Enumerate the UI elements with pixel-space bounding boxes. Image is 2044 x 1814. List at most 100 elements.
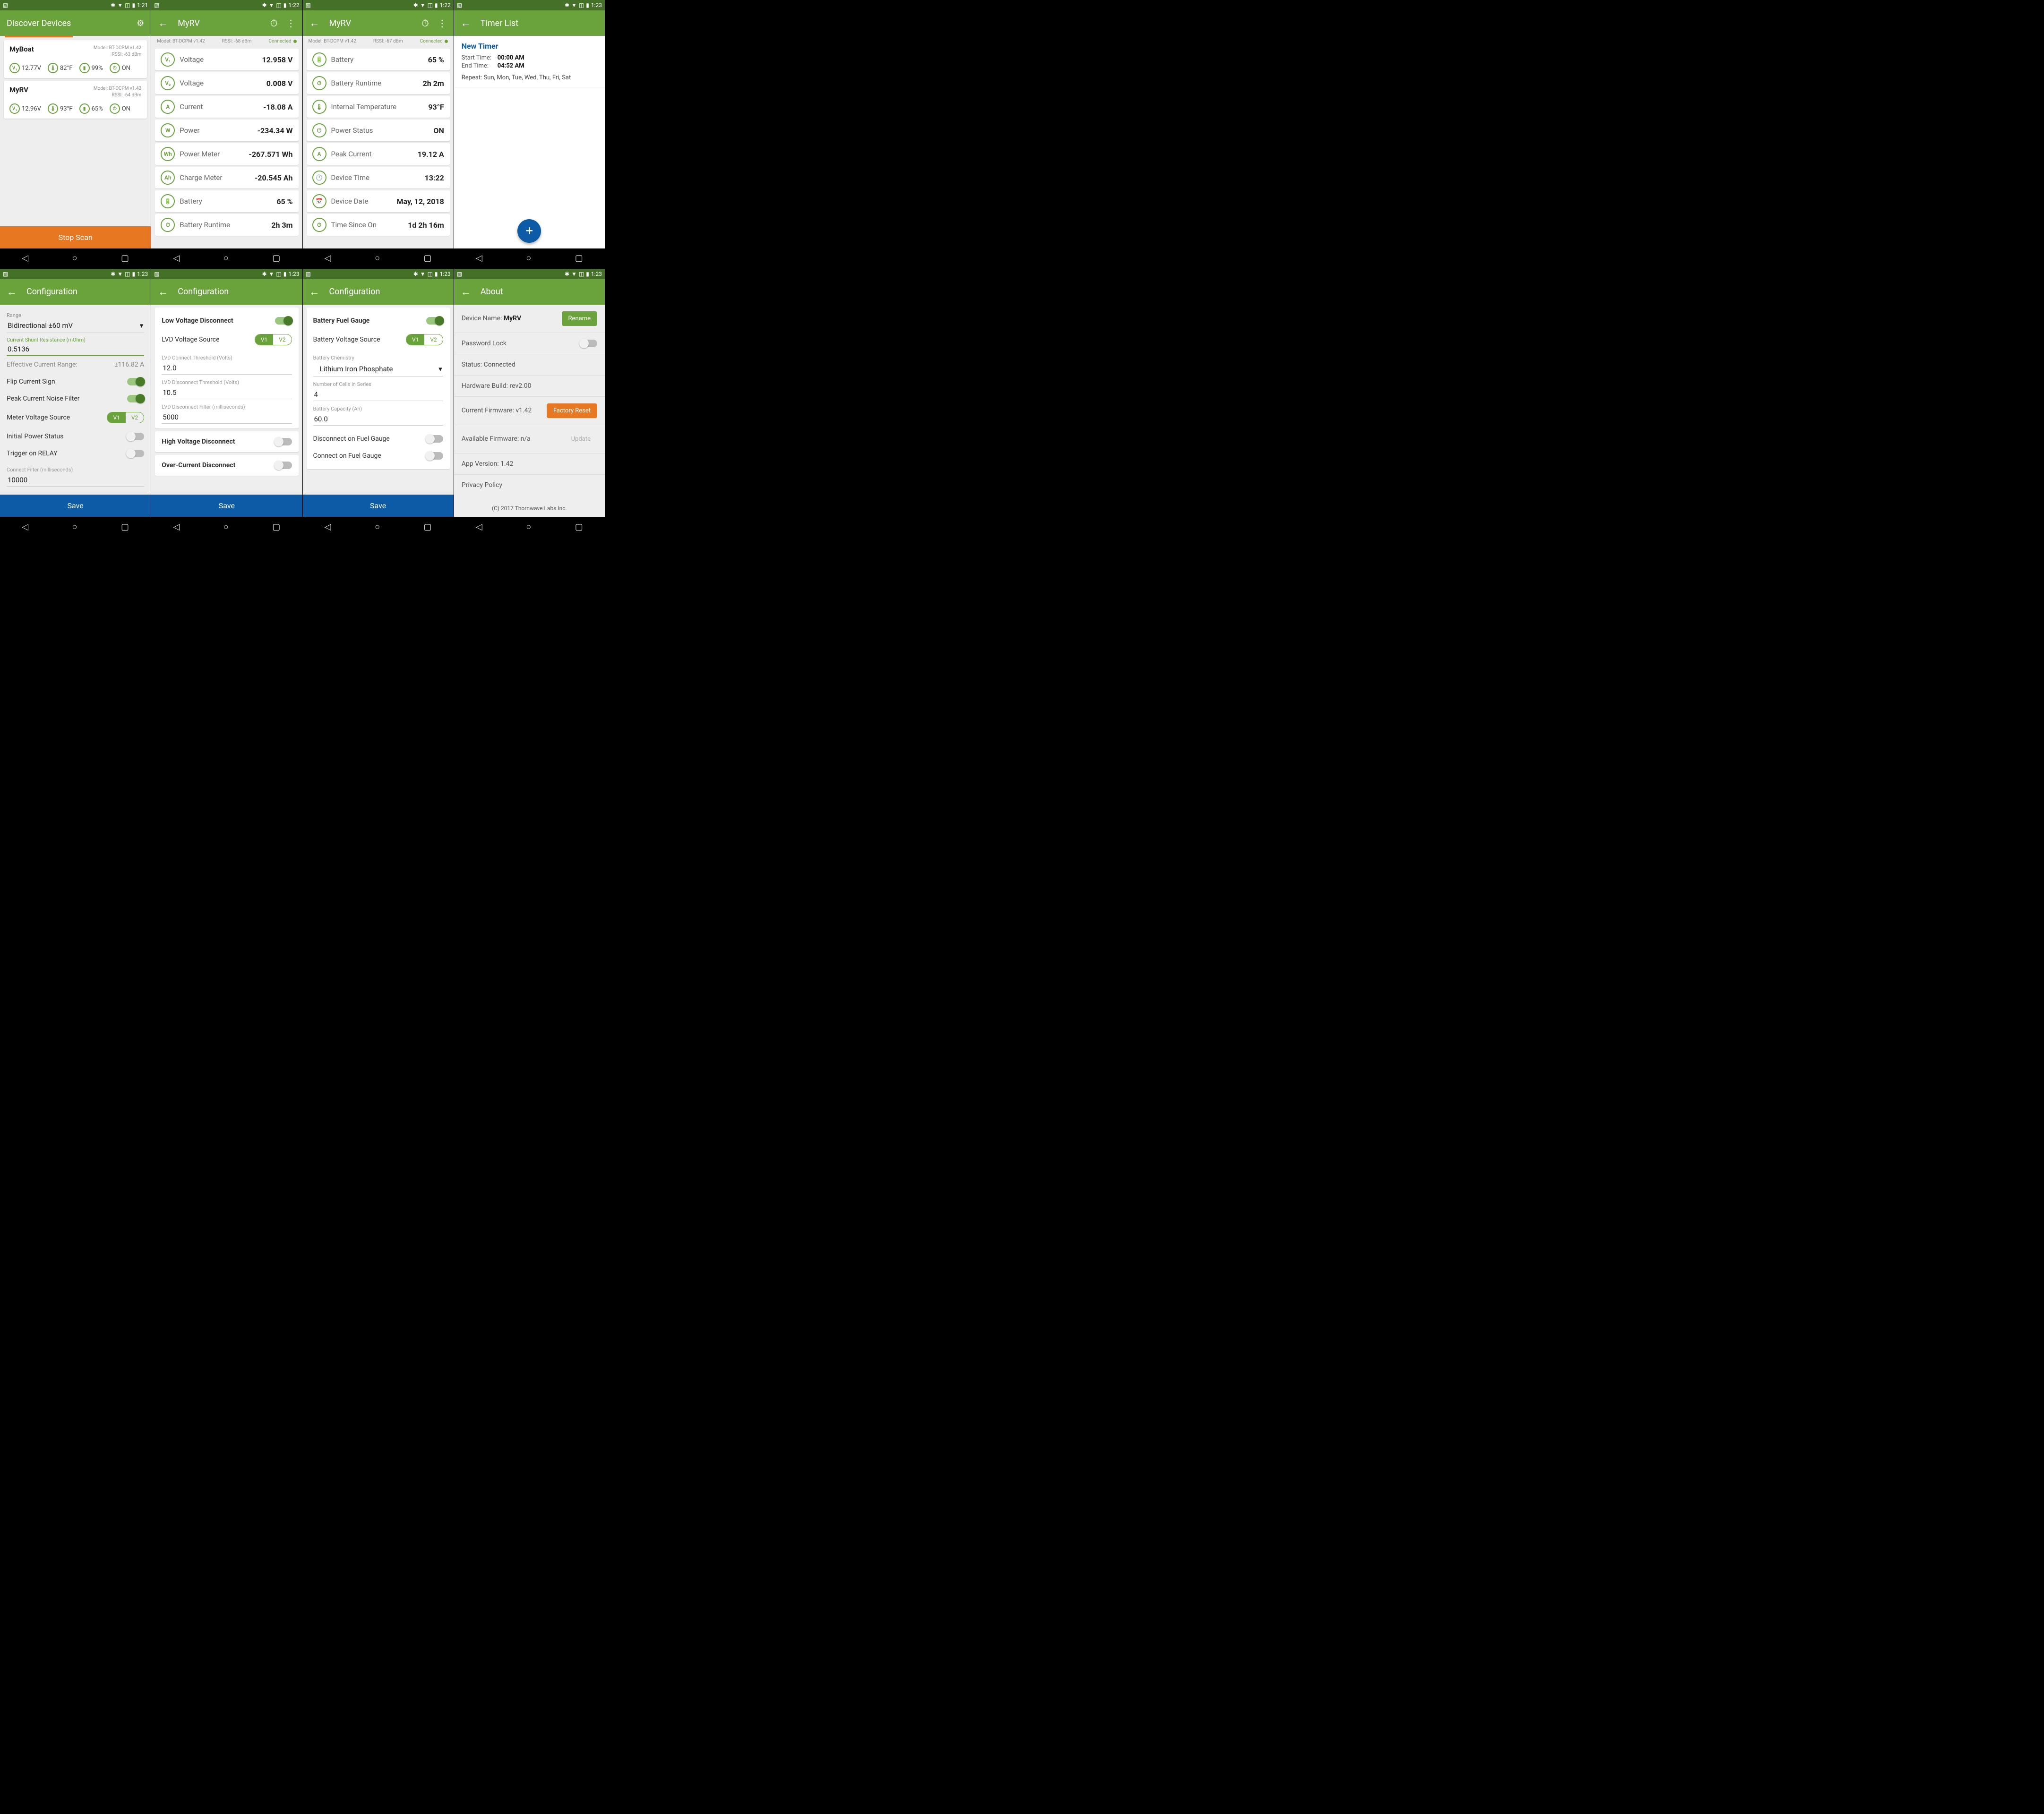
cofg-toggle[interactable]	[426, 452, 443, 460]
bt-icon: ✱	[111, 2, 115, 9]
nav-back[interactable]: ◁	[476, 253, 482, 263]
chemistry-select[interactable]: Lithium Iron Phosphate▾	[313, 362, 443, 376]
capacity-input[interactable]: 60.0	[313, 413, 443, 426]
nav-home[interactable]: ○	[526, 253, 531, 263]
back-icon[interactable]: ←	[158, 286, 168, 298]
metric-row[interactable]: ⏻ Power Status ON	[307, 120, 450, 141]
back-icon[interactable]: ←	[461, 17, 471, 29]
timer-card[interactable]: New Timer Start Time:00:00 AM End Time:0…	[454, 36, 605, 87]
metric-row[interactable]: 🔋 Battery 65 %	[307, 49, 450, 70]
connect-filter-input[interactable]: 10000	[7, 474, 144, 487]
more-icon[interactable]: ⋮	[286, 17, 296, 29]
nav-home[interactable]: ○	[223, 522, 229, 532]
nav-home[interactable]: ○	[223, 253, 229, 263]
add-timer-button[interactable]: +	[517, 219, 541, 243]
metric-row[interactable]: 🌡 Internal Temperature 93°F	[307, 96, 450, 118]
metric-row[interactable]: 🔋 Battery 65 %	[155, 190, 298, 212]
nav-recent[interactable]: ▢	[121, 522, 129, 532]
update-button[interactable]: Update	[565, 432, 597, 446]
dofg-toggle[interactable]	[426, 435, 443, 443]
metric-row[interactable]: A Peak Current 19.12 A	[307, 143, 450, 165]
metric-label: Device Date	[331, 197, 397, 205]
nav-back[interactable]: ◁	[476, 522, 482, 532]
nav-back[interactable]: ◁	[325, 522, 331, 532]
metric-row[interactable]: ⏱ Time Since On 1d 2h 16m	[307, 214, 450, 236]
temp-icon: 🌡	[48, 103, 58, 114]
ocd-toggle[interactable]	[275, 462, 292, 469]
factory-reset-button[interactable]: Factory Reset	[547, 403, 597, 418]
metric-row[interactable]: W Power -234.34 W	[155, 120, 298, 141]
nav-recent[interactable]: ▢	[423, 522, 431, 532]
nav-back[interactable]: ◁	[173, 253, 180, 263]
metric-row[interactable]: 📅 Device Date May, 12, 2018	[307, 190, 450, 212]
save-button[interactable]: Save	[303, 495, 454, 517]
timer-icon[interactable]: ⏱	[270, 17, 278, 29]
metric-row[interactable]: 🕐 Device Time 13:22	[307, 167, 450, 188]
nav-home[interactable]: ○	[375, 522, 380, 532]
nav-back[interactable]: ◁	[173, 522, 180, 532]
privacy-policy-link[interactable]: Privacy Policy	[454, 475, 605, 496]
metric-row[interactable]: Ah Charge Meter -20.545 Ah	[155, 167, 298, 188]
nav-recent[interactable]: ▢	[121, 253, 129, 263]
gear-icon[interactable]: ⚙	[137, 18, 144, 28]
metric-row[interactable]: V₂ Voltage 0.008 V	[155, 72, 298, 94]
lvd-connect-input[interactable]: 12.0	[162, 362, 292, 375]
nav-home[interactable]: ○	[72, 522, 77, 532]
metric-row[interactable]: V₁ Voltage 12.958 V	[155, 49, 298, 70]
back-icon[interactable]: ←	[309, 17, 320, 29]
mvs-segment[interactable]: V1V2	[107, 412, 144, 423]
clock: 1:21	[137, 2, 148, 9]
metric-icon: V₁	[161, 52, 175, 67]
page-title: Configuration	[329, 287, 447, 297]
more-icon[interactable]: ⋮	[438, 17, 447, 29]
device-card[interactable]: MyRV Model: BT-DCPM v1.42 RSSI: -64 dBm …	[4, 81, 147, 119]
timer-icon[interactable]: ⏱	[421, 17, 429, 29]
batt-icon: ▮	[132, 2, 136, 9]
rename-button[interactable]: Rename	[562, 311, 597, 326]
password-lock-toggle[interactable]	[580, 340, 597, 347]
back-icon[interactable]: ←	[7, 286, 17, 298]
nav-recent[interactable]: ▢	[272, 522, 280, 532]
nav-home[interactable]: ○	[375, 253, 380, 263]
bvs-segment[interactable]: V1V2	[406, 334, 443, 345]
lvd-disconnect-input[interactable]: 10.5	[162, 386, 292, 399]
hvd-toggle[interactable]	[275, 438, 292, 445]
shunt-input[interactable]: 0.5136	[7, 343, 144, 356]
power-icon: ⏻	[110, 63, 120, 73]
metric-icon: 📅	[312, 194, 326, 208]
nav-back[interactable]: ◁	[22, 522, 28, 532]
bfg-toggle[interactable]	[426, 317, 443, 325]
flip-toggle[interactable]	[127, 378, 144, 385]
back-icon[interactable]: ←	[158, 17, 168, 29]
nav-back[interactable]: ◁	[22, 253, 28, 263]
range-select[interactable]: Bidirectional ±60 mV▾	[7, 318, 144, 333]
metric-row[interactable]: A Current -18.08 A	[155, 96, 298, 118]
lvd-toggle[interactable]	[275, 317, 292, 325]
metric-row[interactable]: ⏱ Battery Runtime 2h 3m	[155, 214, 298, 236]
nav-back[interactable]: ◁	[325, 253, 331, 263]
metric-row[interactable]: ⏱ Battery Runtime 2h 2m	[307, 72, 450, 94]
stop-scan-button[interactable]: Stop Scan	[0, 226, 151, 248]
nav-home[interactable]: ○	[72, 253, 77, 263]
page-title: MyRV	[178, 18, 261, 28]
lvd-source-segment[interactable]: V1V2	[255, 334, 292, 345]
metric-row[interactable]: Wh Power Meter -267.571 Wh	[155, 143, 298, 165]
nav-recent[interactable]: ▢	[575, 522, 583, 532]
save-button[interactable]: Save	[0, 495, 151, 517]
save-button[interactable]: Save	[151, 495, 302, 517]
lvd-filter-input[interactable]: 5000	[162, 411, 292, 424]
ips-toggle[interactable]	[127, 433, 144, 440]
cells-input[interactable]: 4	[313, 388, 443, 401]
back-icon[interactable]: ←	[461, 286, 471, 298]
nav-recent[interactable]: ▢	[575, 253, 583, 263]
relay-toggle[interactable]	[127, 450, 144, 457]
nav-home[interactable]: ○	[526, 522, 531, 532]
metric-value: 13:22	[425, 173, 444, 182]
noise-toggle[interactable]	[127, 395, 144, 402]
nav-recent[interactable]: ▢	[423, 253, 431, 263]
nav-recent[interactable]: ▢	[272, 253, 280, 263]
voltage-icon: V₁	[9, 63, 20, 73]
back-icon[interactable]: ←	[309, 286, 320, 298]
device-card[interactable]: MyBoat Model: BT-DCPM v1.42 RSSI: -63 dB…	[4, 40, 147, 78]
scan-indicator	[5, 36, 73, 37]
